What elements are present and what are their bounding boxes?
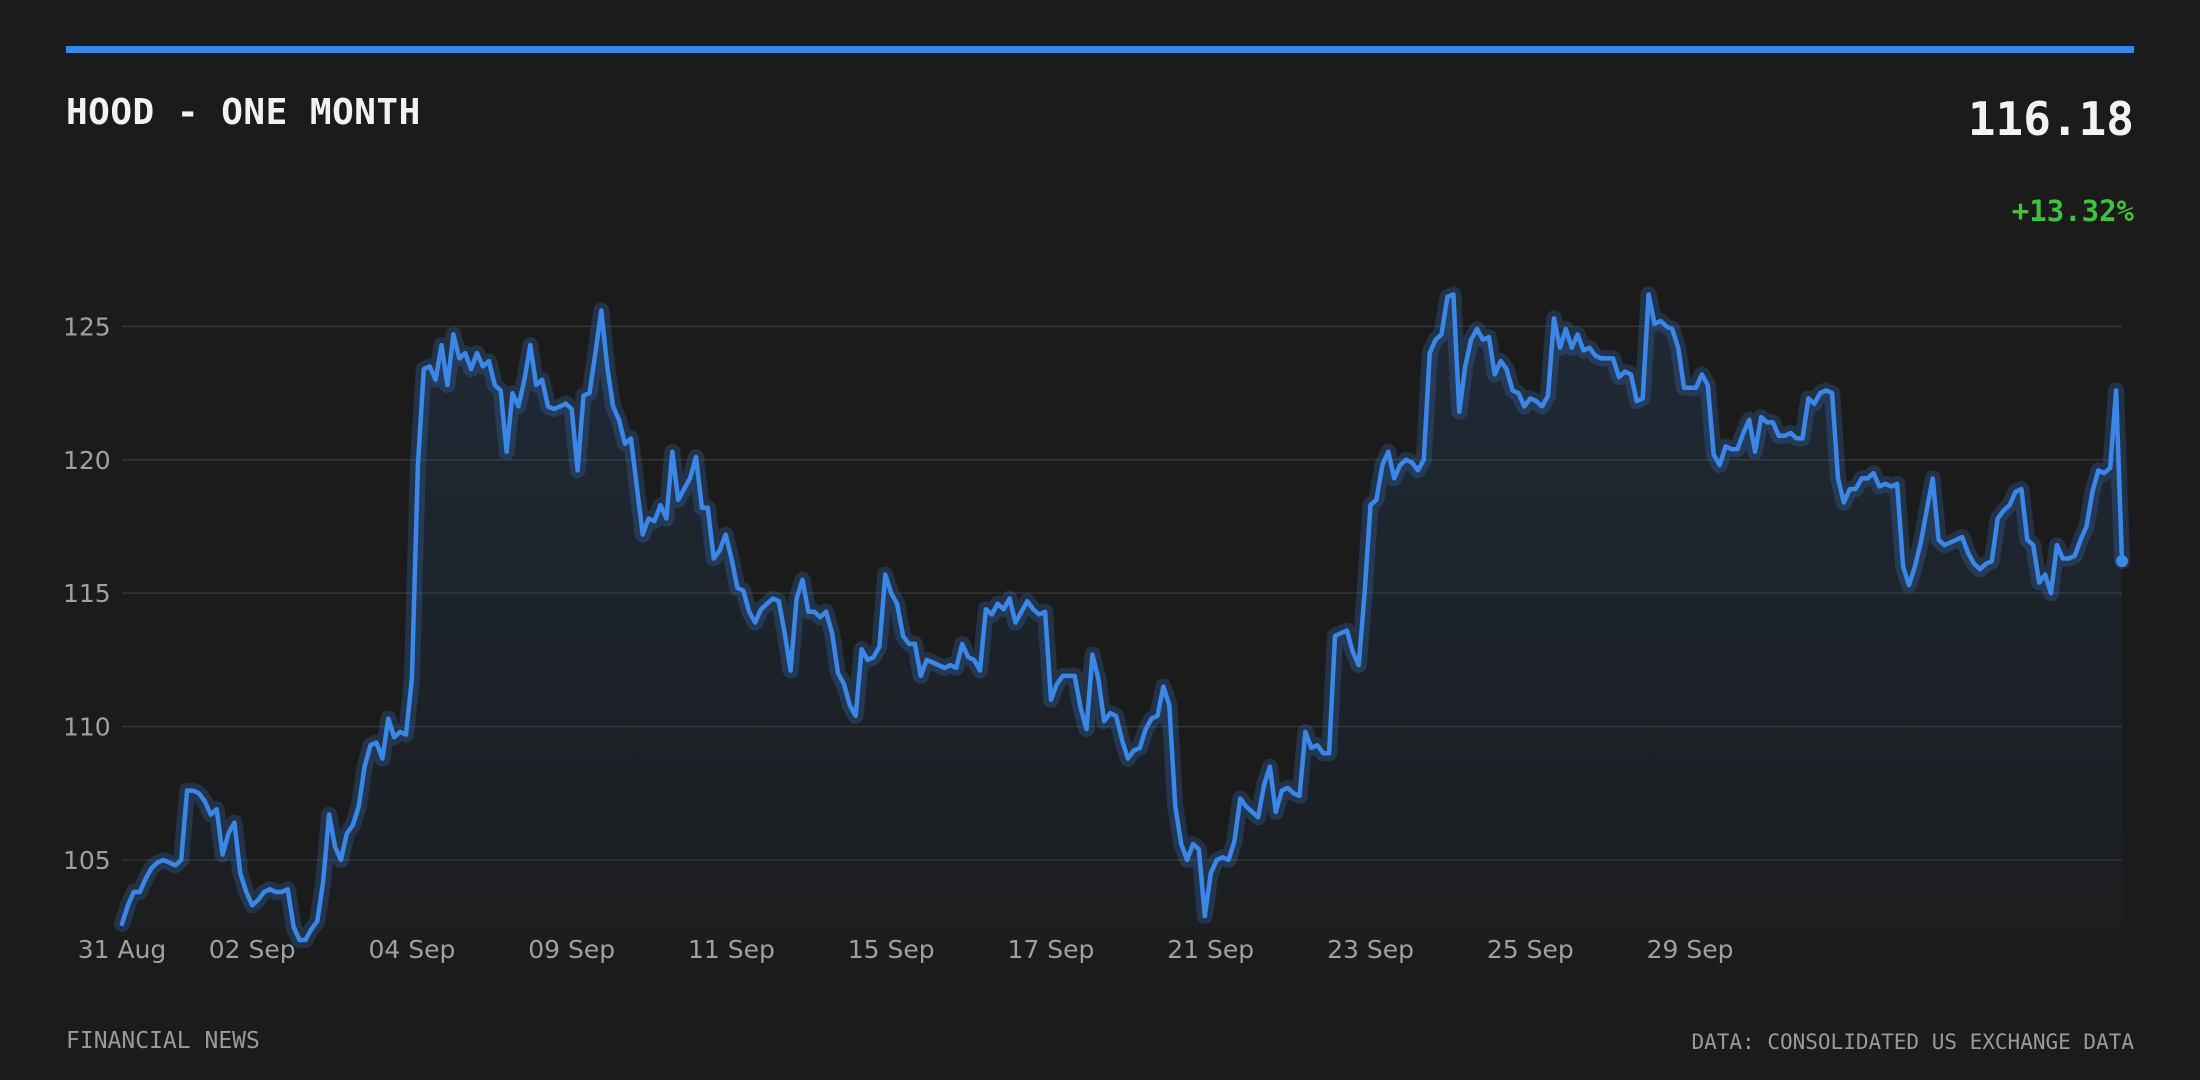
x-tick-label: 25 Sep [1487, 935, 1574, 964]
price-line [119, 292, 2125, 943]
y-tick-label: 125 [63, 312, 111, 341]
footer-source-right: DATA: CONSOLIDATED US EXCHANGE DATA [1691, 1030, 2134, 1054]
x-tick-label: 17 Sep [1008, 935, 1095, 964]
accent-bar [66, 46, 2134, 53]
x-tick-label: 02 Sep [209, 935, 296, 964]
last-price-dot [2116, 555, 2128, 568]
y-tick-label: 115 [63, 579, 111, 608]
y-axis-ticks: 105 110 115 120 125 [63, 312, 111, 875]
current-price: 116.18 [1967, 92, 2134, 146]
y-tick-label: 110 [63, 713, 111, 742]
x-tick-label: 31 Aug [78, 935, 167, 964]
footer-source-left: FINANCIAL NEWS [66, 1028, 260, 1054]
price-area [122, 294, 2122, 940]
x-tick-label: 11 Sep [688, 935, 775, 964]
y-tick-label: 120 [63, 446, 111, 475]
x-axis-ticks: 31 Aug 02 Sep 04 Sep 09 Sep 11 Sep 15 Sep 17 S… [78, 935, 1734, 964]
price-change: +13.32% [2011, 194, 2134, 228]
x-tick-label: 23 Sep [1327, 935, 1414, 964]
x-tick-label: 09 Sep [528, 935, 615, 964]
x-tick-label: 29 Sep [1647, 935, 1734, 964]
x-tick-label: 04 Sep [368, 935, 455, 964]
x-tick-label: 21 Sep [1167, 935, 1254, 964]
chart-title: HOOD - ONE MONTH [66, 92, 421, 133]
x-tick-label: 15 Sep [848, 935, 935, 964]
y-tick-label: 105 [63, 846, 111, 875]
